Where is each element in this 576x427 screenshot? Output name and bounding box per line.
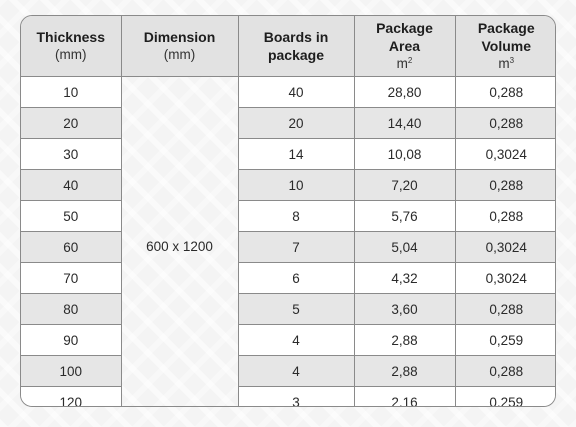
- cell-volume: 0,288: [454, 293, 555, 325]
- cell-area: 14,40: [353, 107, 456, 139]
- cell-thickness: 10: [21, 76, 122, 108]
- cell-volume: 0,259: [454, 386, 555, 406]
- cell-volume: 0,288: [454, 169, 555, 201]
- cell-boards: 20: [237, 107, 355, 139]
- cell-boards: 14: [237, 138, 355, 170]
- table-row: 60 7 5,04 0,3024: [21, 231, 555, 263]
- table-row: 20 20 14,40 0,288: [21, 107, 555, 139]
- cell-area: 2,88: [353, 324, 456, 356]
- header-thickness: Thickness (mm): [21, 16, 122, 77]
- cell-boards: 3: [237, 386, 355, 406]
- header-area-unit: m2: [355, 55, 455, 73]
- package-table: Thickness (mm) Dimension (mm) Boards in …: [20, 15, 556, 407]
- cell-area: 3,60: [353, 293, 456, 325]
- cell-volume: 0,3024: [454, 231, 555, 263]
- table-row: 80 5 3,60 0,288: [21, 293, 555, 325]
- table-row: 50 8 5,76 0,288: [21, 200, 555, 232]
- cell-boards: 7: [237, 231, 355, 263]
- cell-thickness: 50: [21, 200, 122, 232]
- cell-thickness: 90: [21, 324, 122, 356]
- cell-boards: 4: [237, 324, 355, 356]
- cell-area: 5,76: [353, 200, 456, 232]
- cell-thickness: 30: [21, 138, 122, 170]
- cell-area: 28,80: [353, 76, 456, 108]
- cell-area: 2,88: [353, 355, 456, 387]
- package-specs-table: Thickness (mm) Dimension (mm) Boards in …: [21, 16, 556, 406]
- cell-thickness: 60: [21, 231, 122, 263]
- cell-dimension: 600 x 1200: [120, 76, 239, 406]
- cell-area: 4,32: [353, 262, 456, 294]
- area-unit-exponent: 2: [407, 56, 413, 65]
- table-row: 90 4 2,88 0,259: [21, 324, 555, 356]
- cell-boards: 8: [237, 200, 355, 232]
- cell-volume: 0,288: [454, 200, 555, 232]
- cell-thickness: 40: [21, 169, 122, 201]
- header-row: Thickness (mm) Dimension (mm) Boards in …: [21, 16, 556, 77]
- header-dimension: Dimension (mm): [120, 16, 239, 77]
- table-row: 10 600 x 1200 40 28,80 0,288: [21, 76, 555, 406]
- cell-thickness: 80: [21, 293, 122, 325]
- table-header: Thickness (mm) Dimension (mm) Boards in …: [21, 16, 556, 77]
- cell-area: 5,04: [353, 231, 456, 263]
- cell-volume: 0,259: [454, 324, 555, 356]
- cell-volume: 0,3024: [454, 262, 555, 294]
- cell-area: 7,20: [353, 169, 456, 201]
- cell-volume: 0,288: [454, 107, 555, 139]
- cell-area: 10,08: [353, 138, 456, 170]
- header-volume-unit: m3: [456, 55, 556, 73]
- header-thickness-title: Thickness: [36, 29, 105, 45]
- cell-thickness: 20: [21, 107, 122, 139]
- header-dimension-title: Dimension: [143, 29, 216, 45]
- cell-thickness: 120: [21, 386, 122, 406]
- header-volume-line2: Volume: [481, 38, 532, 54]
- area-unit-base: m: [396, 56, 408, 71]
- cell-volume: 0,3024: [454, 138, 555, 170]
- header-thickness-unit: (mm): [55, 47, 87, 62]
- header-area-line2: Area: [388, 38, 421, 54]
- header-boards: Boards in package: [237, 16, 355, 77]
- header-area: Package Area m2: [353, 16, 456, 77]
- header-area-line1: Package: [376, 20, 433, 36]
- volume-unit-exponent: 3: [509, 56, 515, 65]
- cell-thickness: 70: [21, 262, 122, 294]
- cell-volume: 0,288: [454, 355, 555, 387]
- cell-boards: 40: [237, 76, 355, 108]
- header-volume: Package Volume m3: [454, 16, 556, 77]
- volume-unit-base: m: [498, 56, 510, 71]
- table-row: 70 6 4,32 0,3024: [21, 262, 555, 294]
- cell-boards: 6: [237, 262, 355, 294]
- table-row: 120 3 2,16 0,259: [21, 386, 555, 406]
- table-row: 100 4 2,88 0,288: [21, 355, 555, 387]
- cell-boards: 10: [237, 169, 355, 201]
- table-body: 10 600 x 1200 40 28,80 0,288 20 20 14,40 0,288 30…: [21, 76, 555, 406]
- header-volume-line1: Package: [477, 20, 535, 36]
- cell-area: 2,16: [353, 386, 456, 406]
- header-boards-line1: Boards in: [263, 29, 329, 45]
- cell-thickness: 100: [21, 355, 122, 387]
- cell-boards: 4: [237, 355, 355, 387]
- table-row: 30 14 10,08 0,3024: [21, 138, 555, 170]
- table-row: 40 10 7,20 0,288: [21, 169, 555, 201]
- cell-volume: 0,288: [454, 76, 555, 108]
- header-dimension-unit: (mm): [163, 47, 196, 62]
- cell-boards: 5: [237, 293, 355, 325]
- header-boards-line2: package: [267, 47, 325, 63]
